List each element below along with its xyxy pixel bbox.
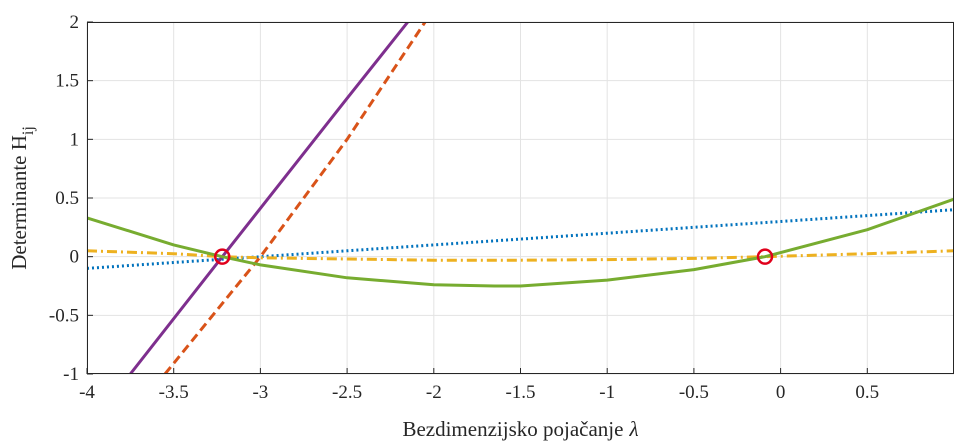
x-tick-label: -1: [599, 382, 615, 403]
x-tick-label: -4: [79, 382, 95, 403]
x-ticks: -4 -3.5 -3 -2.5 -2 -1.5 -1 -0.5 0 0.5: [79, 368, 879, 403]
y-tick-label: 0.5: [55, 188, 79, 209]
x-axis-label-symbol: λ: [628, 417, 638, 441]
y-tick-label: 0: [70, 247, 80, 268]
series-solid-line-4: [87, 197, 954, 288]
y-axis-label-subscript: ij: [20, 126, 37, 135]
x-tick-label: 0: [776, 382, 786, 403]
y-axis-label: Determinante Hij: [7, 126, 37, 270]
marker-layer: [214, 248, 774, 265]
y-ticks: -1 -0.5 0 0.5 1 1.5 2: [49, 12, 93, 385]
grid: [86, 21, 954, 375]
y-tick-label: 1.5: [55, 71, 79, 92]
y-tick-label: -1: [63, 364, 79, 385]
x-tick-label: -3: [252, 382, 268, 403]
y-tick-label: -0.5: [49, 305, 79, 326]
x-axis-label: Bezdimenzijsko pojačanje λ: [402, 417, 638, 441]
plot-area: [87, 22, 954, 374]
x-tick-label: 0.5: [855, 382, 879, 403]
x-tick-label: -2: [426, 382, 442, 403]
y-tick-label: 2: [70, 12, 80, 33]
root-marker: [756, 248, 774, 265]
y-axis-label-text: Determinante H: [7, 135, 31, 270]
x-tick-label: -1.5: [505, 382, 535, 403]
x-tick-label: -3.5: [159, 382, 189, 403]
root-marker: [214, 248, 231, 265]
x-tick-label: -2.5: [332, 382, 362, 403]
series-solid-line-3: [129, 22, 409, 374]
x-axis-label-text: Bezdimenzijsko pojačanje: [402, 417, 623, 441]
x-tick-label: -0.5: [679, 382, 709, 403]
y-tick-label: 1: [70, 129, 80, 150]
series-dashed-line-1: [163, 22, 427, 374]
